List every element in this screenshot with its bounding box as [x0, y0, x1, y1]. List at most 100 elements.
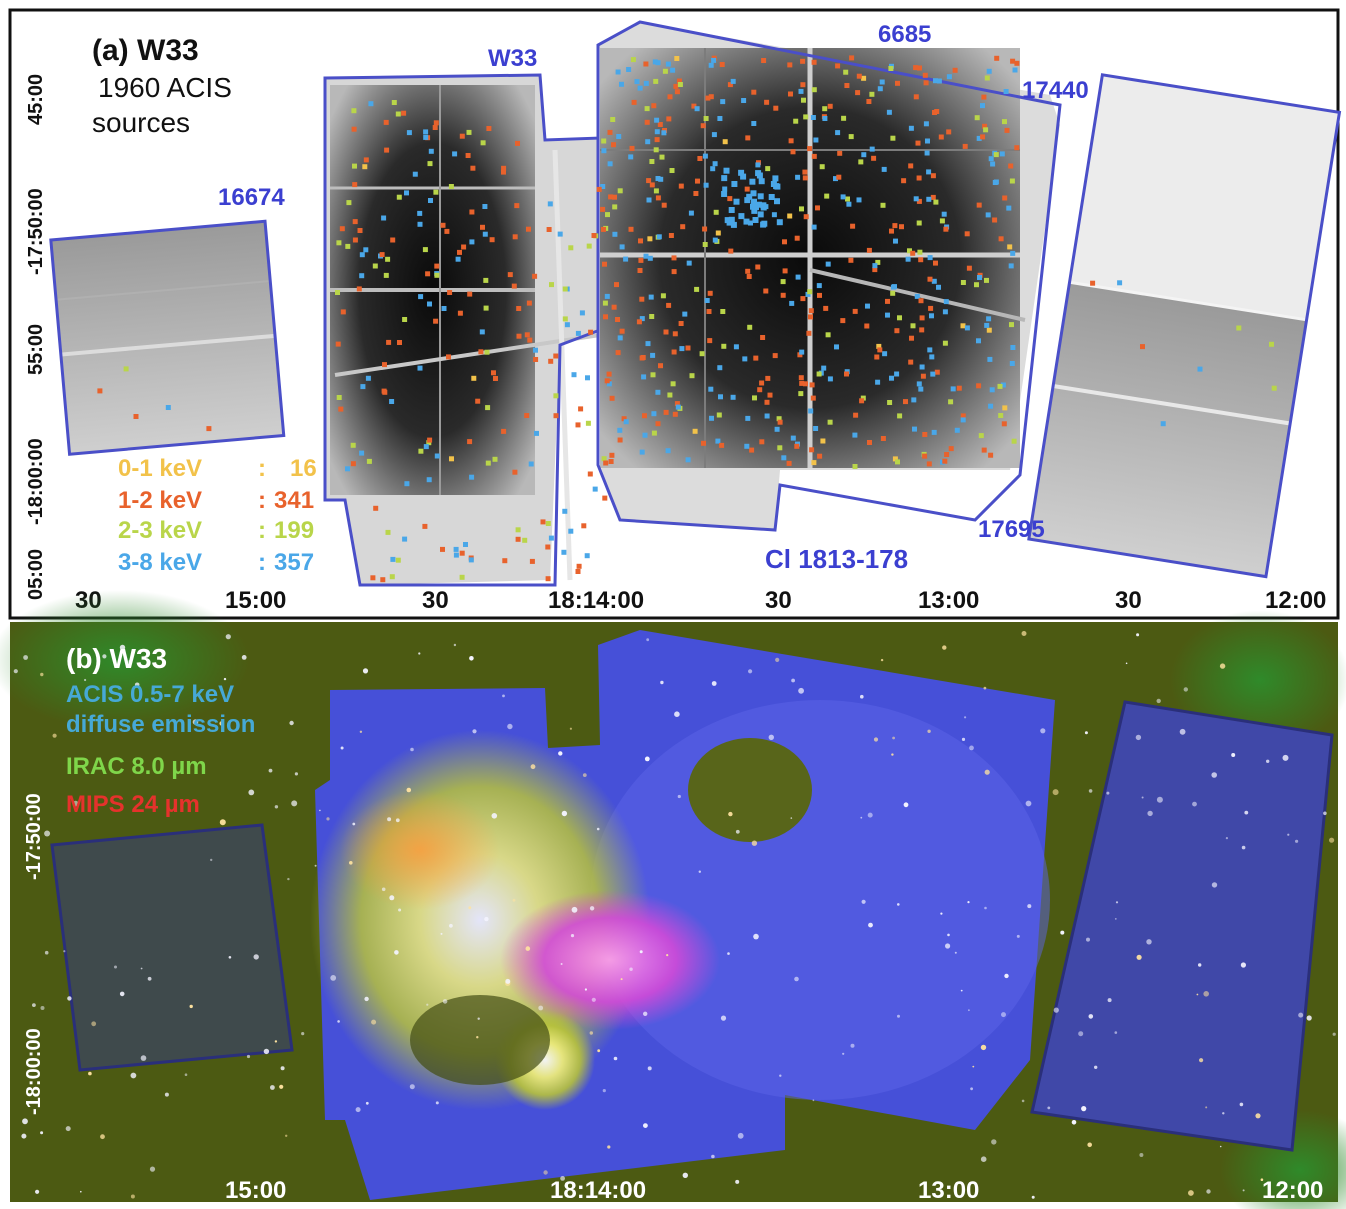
xray-source-dot: [545, 576, 551, 582]
xray-source-dot: [655, 421, 661, 427]
xray-source-dot: [711, 57, 717, 63]
xray-source-dot: [738, 169, 745, 176]
xray-source-dot: [656, 234, 662, 240]
star: [868, 922, 873, 928]
xray-source-dot: [918, 386, 924, 392]
xray-source-dot: [930, 371, 936, 377]
xray-source-dot: [855, 90, 861, 96]
xray-source-dot: [615, 317, 620, 322]
star: [246, 1054, 251, 1059]
xray-source-dot: [368, 101, 374, 107]
xray-source-dot: [708, 62, 714, 68]
xray-source-dot: [511, 283, 517, 289]
xray-source-dot: [960, 417, 966, 423]
xray-source-dot: [894, 371, 900, 377]
star: [210, 858, 213, 862]
xray-source-dot: [359, 252, 365, 258]
field-16674-image: [49, 219, 286, 456]
star: [1114, 1031, 1118, 1034]
star: [643, 1123, 648, 1128]
xray-source-dot: [800, 296, 806, 302]
xray-source-dot: [654, 129, 660, 135]
xray-source-dot: [892, 223, 898, 229]
star: [349, 861, 353, 865]
xray-source-dot: [733, 344, 739, 350]
star: [970, 1087, 973, 1091]
xray-source-dot: [604, 378, 610, 384]
xray-source-dot: [678, 183, 684, 189]
xray-source-dot: [753, 355, 759, 361]
xray-source-dot: [1002, 195, 1008, 201]
star: [794, 976, 799, 982]
xray-source-dot: [942, 458, 948, 464]
xray-source-dot: [836, 174, 842, 180]
star: [469, 656, 474, 661]
xray-source-dot: [453, 546, 459, 552]
xray-source-dot: [428, 148, 434, 154]
xray-source-dot: [964, 325, 970, 331]
xray-source-dot: [919, 327, 925, 333]
xray-source-dot: [759, 380, 765, 386]
star: [1052, 789, 1059, 796]
xray-source-dot: [1236, 325, 1242, 331]
xray-source-dot: [586, 243, 592, 249]
xray-source-dot: [607, 161, 613, 167]
xray-source-dot: [601, 148, 607, 154]
star: [1156, 698, 1161, 704]
xray-source-dot: [402, 317, 408, 322]
star: [1078, 1031, 1084, 1037]
xray-source-dot: [761, 220, 768, 227]
xray-source-dot: [727, 82, 733, 88]
xray-source-dot: [757, 387, 763, 393]
star: [140, 1055, 147, 1061]
xray-source-dot: [834, 344, 839, 350]
star: [972, 1065, 975, 1068]
xray-source-dot: [840, 194, 846, 200]
xray-source-dot: [631, 99, 637, 105]
xray-source-dot: [1011, 438, 1017, 444]
xray-source-dot: [908, 163, 914, 169]
star: [314, 864, 317, 867]
xray-source-dot: [948, 399, 954, 405]
xray-source-dot: [612, 231, 618, 237]
star: [65, 1126, 71, 1132]
star: [561, 810, 568, 817]
xray-source-dot: [731, 181, 738, 187]
x-tick-label: 12:00: [1265, 587, 1326, 614]
xray-source-dot: [653, 188, 659, 194]
star: [1196, 993, 1199, 996]
xray-source-dot: [694, 106, 700, 112]
xray-source-dot: [372, 263, 378, 269]
xray-source-dot: [744, 186, 750, 192]
xray-source-dot: [890, 135, 896, 141]
xray-source-dot: [772, 175, 779, 182]
star: [530, 764, 536, 770]
star: [149, 1166, 156, 1172]
star: [1021, 631, 1027, 636]
star: [1106, 791, 1110, 795]
xray-source-dot: [794, 443, 800, 449]
star: [223, 677, 227, 681]
xray-source-dot: [869, 146, 875, 152]
xray-source-dot: [927, 347, 933, 353]
star: [644, 756, 650, 762]
star: [639, 950, 643, 954]
xray-source-dot: [501, 165, 507, 171]
xray-source-dot: [946, 74, 952, 80]
xray-source-dot: [933, 199, 939, 205]
star: [389, 895, 395, 901]
xray-source-dot: [448, 184, 454, 189]
star: [1255, 1113, 1261, 1119]
xray-source-dot: [1009, 361, 1015, 366]
xray-source-dot: [653, 147, 659, 153]
star: [359, 730, 363, 733]
xray-source-dot: [810, 115, 816, 120]
star: [584, 988, 588, 991]
xray-source-dot: [673, 83, 679, 89]
star: [983, 686, 987, 690]
star: [775, 657, 780, 663]
xray-source-dot: [872, 267, 878, 273]
xray-source-dot: [981, 94, 987, 100]
xray-source-dot: [459, 550, 465, 556]
